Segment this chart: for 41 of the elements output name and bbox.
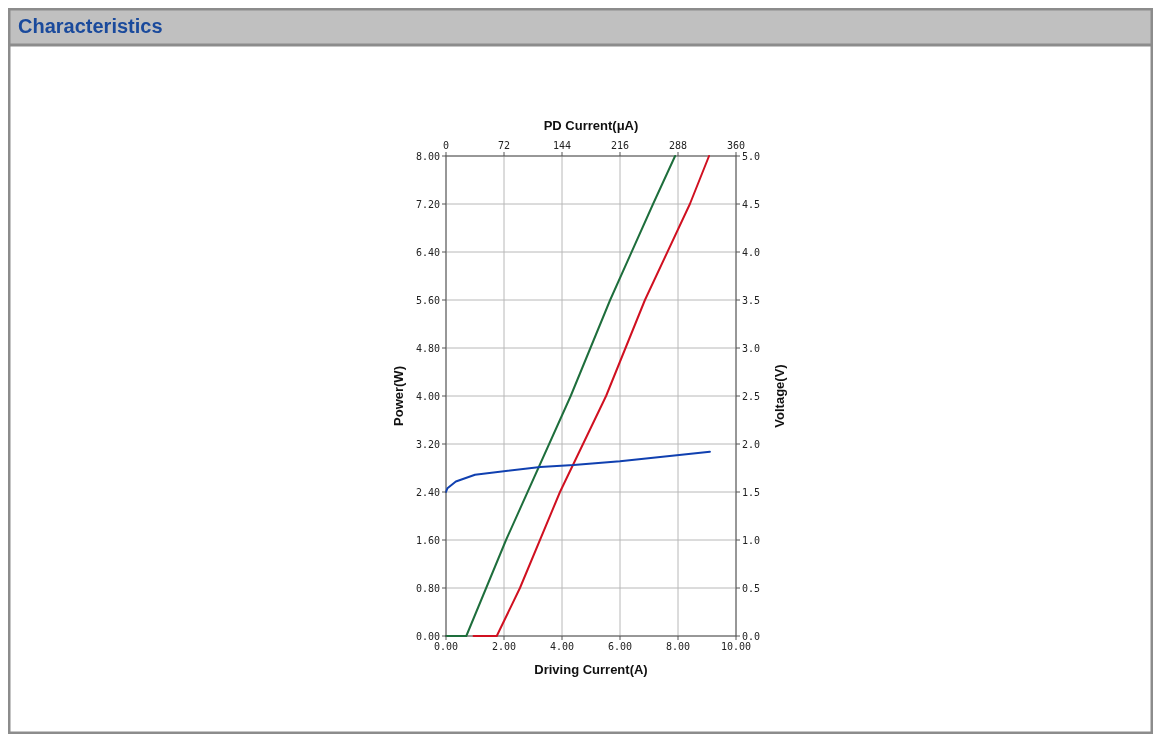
- line-series: [445, 450, 711, 493]
- x2-tick-label: 0: [442, 140, 450, 151]
- y-tick-label: 6.40: [415, 247, 440, 258]
- x2-tick-label: 72: [497, 140, 511, 151]
- y2-tick-label: 1.5: [742, 487, 761, 498]
- y-tick-label: 0.80: [415, 583, 440, 594]
- y2-tick-label: 2.5: [742, 391, 761, 402]
- x2-tick-label: 216: [610, 140, 630, 151]
- y2-tick-label: 5.0: [742, 151, 761, 162]
- x-tick-label: 4.00: [549, 641, 575, 652]
- x-axis-title: Driving Current(A): [534, 662, 648, 677]
- y-tick-label: 4.80: [415, 343, 440, 354]
- y-tick-label: 2.40: [415, 487, 440, 498]
- y2-axis-title: Voltage(V): [772, 364, 787, 428]
- x-tick-label: 0.00: [433, 641, 459, 652]
- y-tick-label: 1.60: [415, 535, 440, 546]
- y-tick-label: 8.00: [415, 151, 440, 162]
- x-tick-label: 8.00: [665, 641, 691, 652]
- y-tick-label: 3.20: [415, 439, 440, 450]
- x2-axis-title: PD Current(μA): [543, 118, 639, 133]
- y2-tick-label: 0.5: [742, 583, 761, 594]
- x2-tick-label: 288: [668, 140, 688, 151]
- x-tick-label: 2.00: [491, 641, 517, 652]
- y2-tick-label: 4.0: [742, 247, 761, 258]
- x-tick-label: 10.00: [720, 641, 752, 652]
- y-tick-label: 4.00: [415, 391, 440, 402]
- x2-tick-label: 144: [552, 140, 572, 151]
- y2-tick-label: 3.0: [742, 343, 761, 354]
- y2-tick-label: 2.0: [742, 439, 761, 450]
- y-tick-label: 7.20: [415, 199, 440, 210]
- text: Characteristics: [18, 15, 163, 37]
- y-tick-label: 5.60: [415, 295, 440, 306]
- y2-tick-label: 0.0: [742, 631, 761, 642]
- x2-tick-label: 360: [726, 140, 746, 151]
- y-tick-label: 0.00: [415, 631, 440, 642]
- line-series: [472, 155, 711, 637]
- x-tick-label: 6.00: [607, 641, 633, 652]
- y2-tick-label: 3.5: [742, 295, 761, 306]
- y2-tick-label: 1.0: [742, 535, 761, 546]
- y2-tick-label: 4.5: [742, 199, 761, 210]
- y-axis-title: Power(W): [391, 366, 406, 426]
